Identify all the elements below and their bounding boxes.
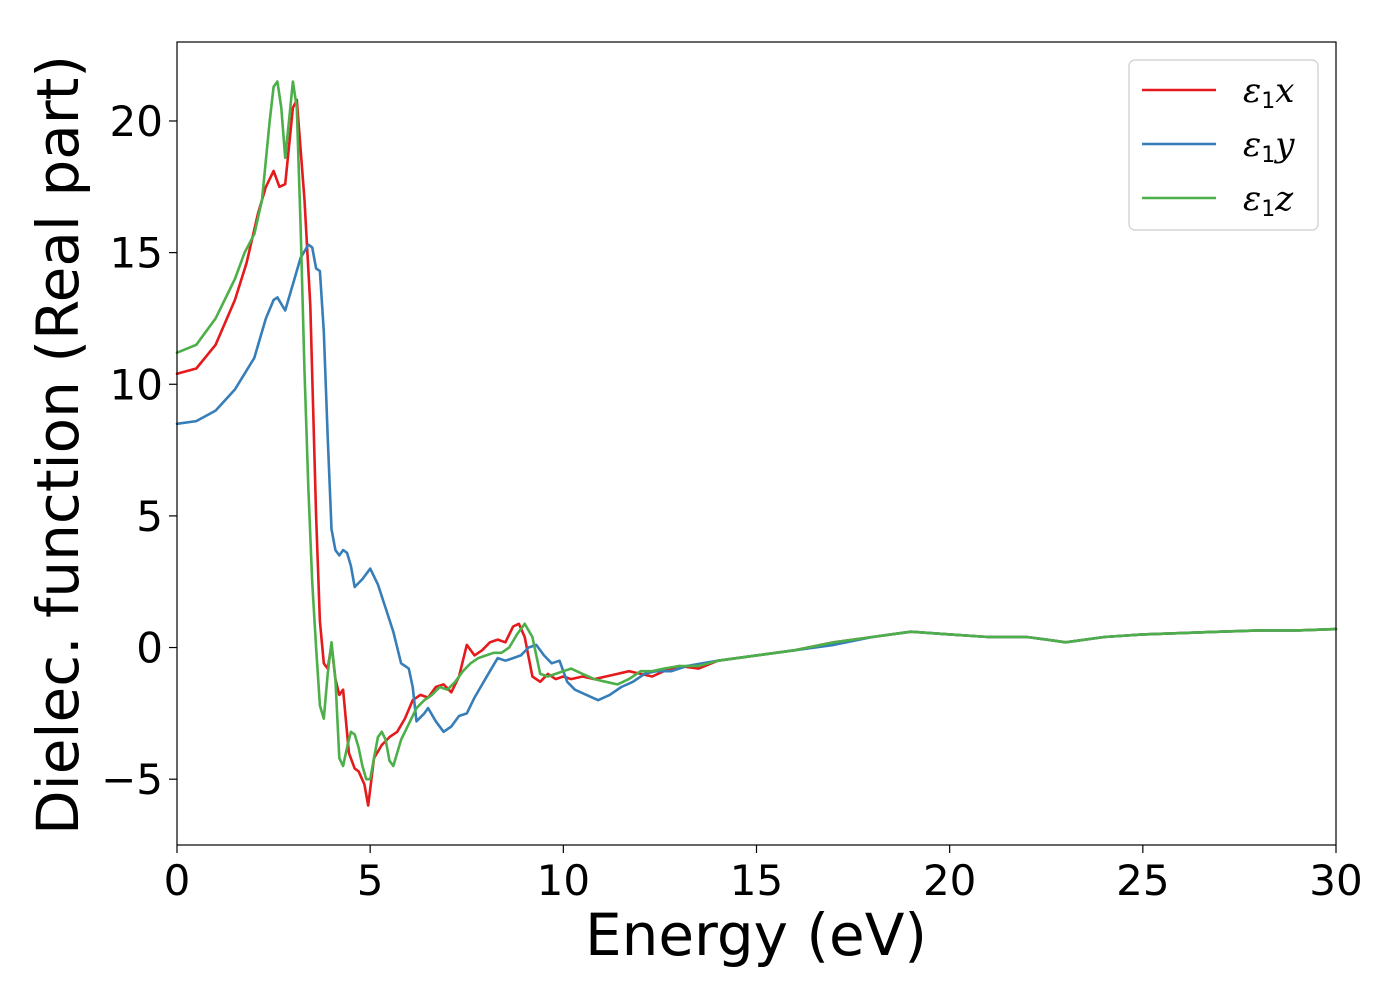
x-tick-label: 20: [923, 856, 976, 905]
series-line-z: [175, 80, 1338, 781]
legend-label-x: ε1x: [1243, 71, 1294, 114]
x-tick-label: 15: [730, 856, 783, 905]
x-tick-label: 25: [1116, 856, 1169, 905]
y-tick-label: 0: [136, 624, 163, 673]
legend-box: [1128, 59, 1319, 231]
x-tick-label: 30: [1309, 856, 1362, 905]
legend-label-y: ε1y: [1243, 125, 1295, 168]
y-axis-title: Dielec. function (Real part): [24, 55, 92, 835]
x-tick-label: 10: [537, 856, 590, 905]
x-axis-ticks: 0 5 10 15 20 25 30: [164, 845, 1363, 905]
y-axis-ticks: −5 0 5 10 15 20: [101, 97, 177, 804]
legend-label-z: ε1z: [1243, 179, 1294, 222]
y-tick-label: −5: [101, 755, 163, 804]
legend: ε1x ε1y ε1z: [1128, 59, 1319, 231]
x-tick-label: 0: [164, 856, 191, 905]
series-layer: [175, 80, 1338, 807]
series-line-y: [175, 243, 1338, 734]
x-axis-title: Energy (eV): [585, 901, 927, 969]
y-tick-label: 20: [110, 97, 163, 146]
y-tick-label: 15: [110, 229, 163, 278]
y-tick-label: 5: [136, 492, 163, 541]
y-tick-label: 10: [110, 360, 163, 409]
x-tick-label: 5: [357, 856, 384, 905]
